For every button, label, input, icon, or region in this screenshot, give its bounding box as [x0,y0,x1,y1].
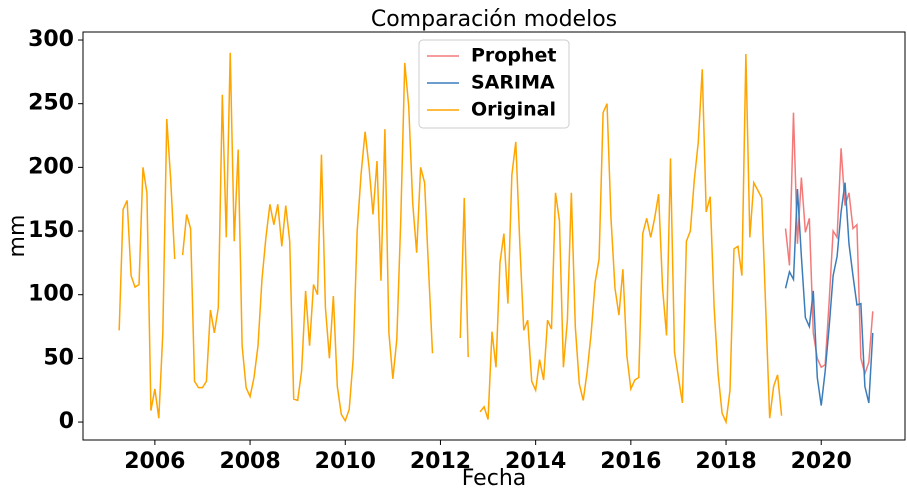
legend-label: SARIMA [471,72,555,94]
legend-box [418,39,570,129]
x-tick-label: 2010 [315,449,376,474]
x-tick-label: 2012 [410,449,471,474]
x-tick-label: 2020 [791,449,852,474]
x-tick-label: 2008 [219,449,280,474]
chart-title: Comparación modelos [371,7,617,32]
y-tick-label: 300 [28,27,74,52]
y-tick-label: 50 [43,345,74,370]
x-tick-label: 2018 [695,449,756,474]
y-tick-label: 0 [59,409,74,434]
x-tick-label: 2014 [505,449,566,474]
legend-label: Prophet [471,45,556,67]
line-series [784,112,874,377]
line-series [118,52,783,425]
y-tick-label: 200 [28,154,74,179]
plot-area [82,31,906,441]
line-series [784,182,874,406]
y-axis-label: mm [5,215,30,258]
x-tick-label: 2006 [124,449,185,474]
x-axis-label: Fecha [462,466,527,489]
x-tick-label: 2016 [600,449,661,474]
y-tick-label: 150 [28,218,74,243]
y-tick-label: 250 [28,91,74,116]
legend: Prophet SARIMA Original [418,39,570,129]
legend-label: Original [471,99,556,121]
y-tick-label: 100 [28,282,74,307]
